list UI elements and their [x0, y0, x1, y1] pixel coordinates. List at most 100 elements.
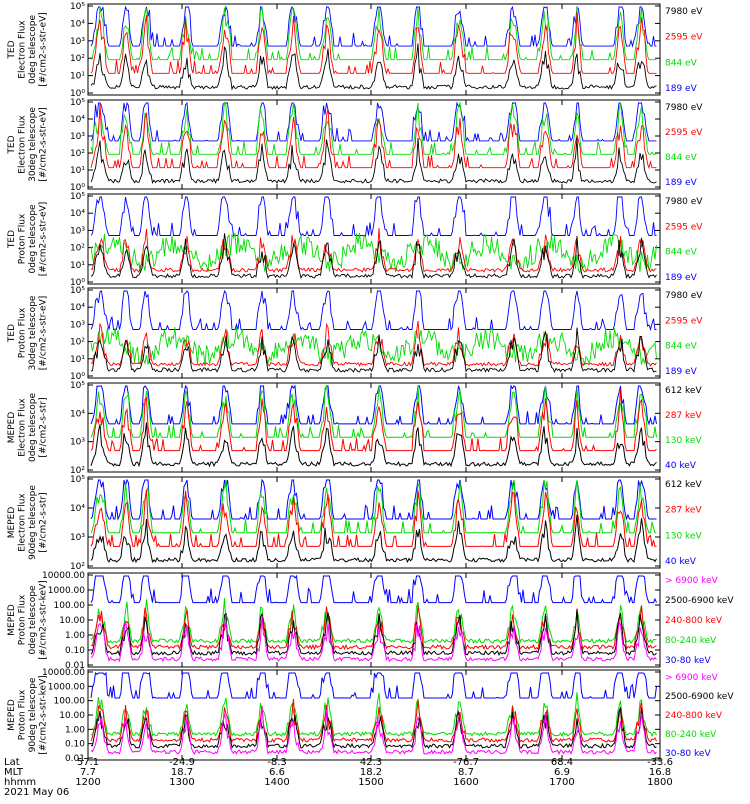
xaxis-hhmm-value: 1500	[358, 777, 383, 788]
ytick-label: 10⁰	[70, 183, 85, 193]
xaxis-lat-value: -8.3	[267, 757, 287, 768]
legend-entry: 2500-6900 keV	[665, 596, 734, 606]
ylabel-line: [#/cm2-s-str-eV]	[39, 12, 49, 87]
series-trace-2	[90, 320, 657, 367]
ytick-label: 10⁰	[70, 278, 85, 288]
legend-entry: 80-240 keV	[665, 636, 717, 646]
ytick-label: 10⁴	[70, 303, 85, 313]
xaxis-hhmm-value: 1200	[75, 777, 100, 788]
ytick-label: 10.00	[59, 616, 85, 626]
ytick-label: 10³	[70, 438, 85, 448]
xaxis-hhmm-value: 1800	[647, 777, 672, 788]
panel-frame	[87, 3, 661, 96]
ylabel-line: 30deg telescope	[28, 295, 38, 370]
series-trace-4	[90, 598, 657, 645]
ytick-label: 10³	[70, 37, 85, 47]
ylabel-line: [#/cm2-s-str-eV]	[39, 107, 49, 182]
legend-entry: 2595 eV	[665, 128, 703, 138]
panel-ylabel: TEDProton Flux0deg telescope[#/cm2-s-str…	[7, 202, 49, 277]
date-label: 2021 May 06	[4, 787, 69, 798]
legend-entry: 130 keV	[665, 531, 702, 541]
legend-entry: 189 eV	[665, 273, 698, 283]
panel-ylabel: TEDElectron Flux30deg telescope[#/cm2-s-…	[7, 107, 49, 182]
ytick-label: 10⁵	[70, 286, 85, 296]
legend-entry: 30-80 keV	[665, 656, 711, 666]
ytick-label: 10¹	[70, 261, 85, 271]
ylabel-line: Electron Flux	[18, 115, 28, 174]
panel-4: 10⁰ 10¹ 10² 10³ 10⁴ 10⁵ TEDProton Flux30deg te…	[7, 286, 703, 382]
series-trace-4	[90, 384, 657, 426]
xaxis-row-label-mlt: MLT	[4, 767, 24, 778]
panel-ylabel: MEPEDElectron Flux0deg telescope[#/cm2-s…	[7, 393, 49, 463]
ylabel-line: 90deg telescope	[28, 485, 38, 560]
series-trace-3	[90, 232, 657, 275]
xaxis-lat-value: 68.4	[551, 757, 573, 768]
panel-ylabel: MEPEDProton Flux90deg telescope[#/cm2-s-…	[7, 675, 49, 754]
xaxis-mlt-value: 7.7	[80, 767, 96, 778]
legend-entry: 2500-6900 keV	[665, 692, 734, 702]
series-trace-2	[90, 489, 657, 549]
ytick-label: 10²	[70, 466, 85, 476]
ytick-label: 10³	[70, 226, 85, 236]
ytick-label: 10¹	[70, 72, 85, 82]
series-trace-3	[90, 384, 657, 439]
time-axis-labels: Lat MLT hhmm 2021 May 06 57.1 -24.9 -8.3 42…	[4, 757, 673, 798]
ylabel-line: 0deg telescope	[28, 585, 38, 655]
legend-entry: 7980 eV	[665, 103, 703, 113]
series-trace-4	[90, 196, 657, 237]
xaxis-mlt-value: 18.2	[360, 767, 382, 778]
ytick-label: 10⁵	[70, 98, 85, 108]
ytick-label: 10000.00	[42, 668, 85, 678]
ytick-label: 10⁰	[70, 372, 85, 382]
xaxis-hhmm-value: 1600	[453, 777, 478, 788]
ylabel-line: 0deg telescope	[28, 204, 38, 274]
panel-frame	[87, 572, 661, 668]
ylabel-line: TED	[7, 135, 17, 154]
series-trace-3	[90, 698, 657, 744]
ylabel-line: 30deg telescope	[28, 107, 38, 182]
legend-entry: 287 keV	[665, 411, 702, 421]
legend-entry: 2595 eV	[665, 33, 703, 43]
ytick-label: 10²	[70, 338, 85, 348]
ytick-label: 1000.00	[48, 586, 85, 596]
legend-entry: 80-240 keV	[665, 730, 717, 740]
panel-2: 10⁰ 10¹ 10² 10³ 10⁴ 10⁵ TEDElectron Flux30deg …	[7, 98, 703, 193]
panel-ylabel: TEDElectron Flux0deg telescope[#/cm2-s-s…	[7, 12, 49, 87]
panel-ylabel: MEPEDElectron Flux90deg telescope[#/cm2-…	[7, 485, 49, 560]
legend-entry: 2595 eV	[665, 316, 703, 326]
series-trace-2	[90, 707, 657, 750]
ylabel-line: MEPED	[7, 412, 17, 444]
series-trace-4	[90, 101, 657, 143]
legend-entry: 189 eV	[665, 178, 698, 188]
ytick-label: 10³	[70, 132, 85, 142]
legend-entry: 7980 eV	[665, 197, 703, 207]
legend-entry: 844 eV	[665, 153, 698, 163]
ytick-label: 10³	[70, 320, 85, 330]
panel-ylabel: MEPEDProton Flux0deg telescope[#/cm2-s-s…	[7, 580, 49, 659]
series-trace-1	[90, 327, 657, 374]
xaxis-lat-value: 42.3	[360, 757, 382, 768]
ylabel-line: 90deg telescope	[28, 677, 38, 752]
series-trace-1	[90, 137, 657, 184]
ylabel-line: [#/cm2-s-str]	[39, 397, 49, 457]
ylabel-line: Electron Flux	[18, 398, 28, 457]
series-trace-3	[90, 326, 657, 367]
legend-entry: 40 keV	[665, 557, 697, 567]
xaxis-mlt-value: 8.7	[458, 767, 474, 778]
ytick-label: 10⁴	[70, 409, 85, 419]
series-trace-1	[90, 43, 657, 91]
ylabel-line: Proton Flux	[18, 594, 28, 645]
legend-entry: > 6900 keV	[665, 576, 719, 586]
series-trace-4	[90, 5, 657, 48]
ytick-label: 10²	[70, 244, 85, 254]
ytick-label: 10⁵	[70, 475, 85, 485]
ytick-label: 10¹	[70, 166, 85, 176]
xaxis-row-label-hhmm: hhmm	[4, 777, 36, 788]
legend-entry: 240-800 keV	[665, 616, 723, 626]
ylabel-line: TED	[7, 230, 17, 249]
series-trace-2	[90, 102, 657, 170]
ytick-label: 10000.00	[42, 571, 85, 581]
xaxis-mlt-value: 6.6	[269, 767, 285, 778]
ytick-label: 100.00	[54, 601, 86, 611]
ylabel-line: MEPED	[7, 507, 17, 539]
